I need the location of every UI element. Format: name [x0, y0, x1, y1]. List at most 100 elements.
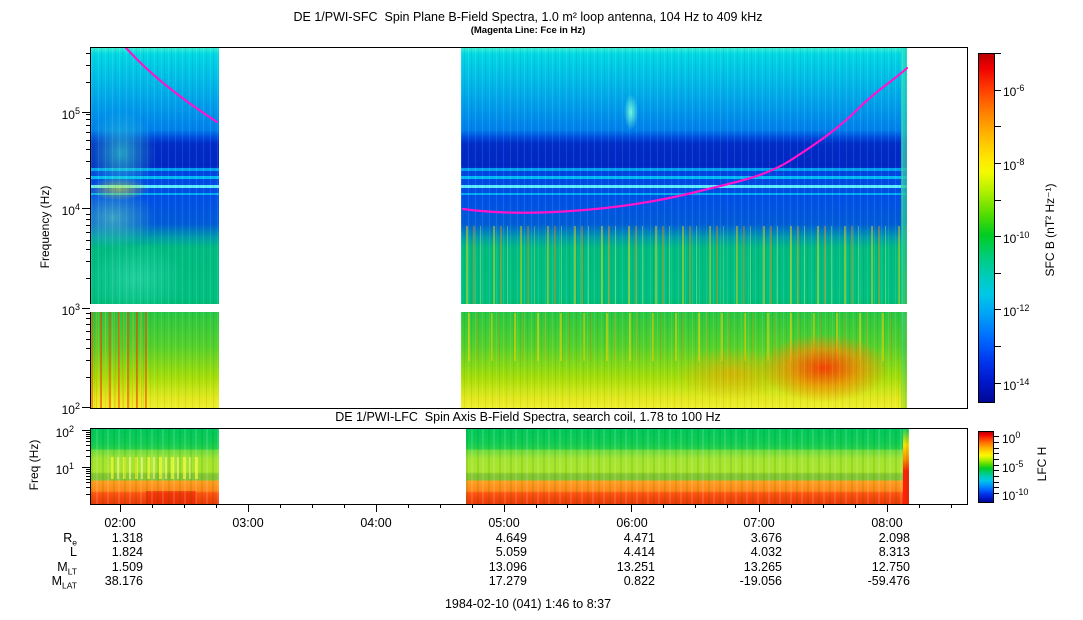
colorbar-tick-label: 10-10	[1003, 230, 1030, 246]
freq-major-tick	[82, 467, 90, 468]
time-minor-tick	[727, 504, 729, 508]
sfc-white-band	[90, 304, 966, 312]
colorbar-tick	[994, 53, 1001, 54]
time-minor-tick	[695, 504, 697, 508]
time-major-tick	[503, 504, 505, 512]
ephemeris-value: 2.098	[878, 531, 910, 545]
yellow-speckle-band	[111, 457, 201, 479]
chart-title: DE 1/PWI-SFC Spin Plane B-Field Spectra,…	[293, 10, 763, 24]
ephemeris-value: 5.059	[495, 545, 527, 559]
freq-minor-tick	[86, 377, 90, 379]
colorbar-tick	[993, 447, 999, 449]
time-minor-tick	[407, 504, 409, 508]
freq-minor-tick	[86, 438, 90, 440]
freq-minor-tick	[86, 139, 90, 141]
time-tick-label: 04:00	[360, 516, 392, 530]
time-minor-tick	[279, 504, 281, 508]
ephemeris-value: 1.824	[111, 545, 143, 559]
freq-minor-tick	[86, 161, 90, 163]
colorbar-tick	[993, 481, 999, 483]
ephemeris-value: -59.476	[867, 574, 910, 588]
time-major-tick	[120, 504, 121, 512]
freq-minor-tick	[86, 435, 90, 437]
time-minor-tick	[919, 504, 921, 508]
freq-tick-label: 102	[55, 424, 74, 440]
ephemeris-value: 3.676	[750, 531, 782, 545]
time-major-tick	[247, 504, 249, 512]
time-minor-tick	[855, 504, 857, 508]
colorbar-tick	[993, 436, 999, 438]
freq-minor-tick	[86, 261, 90, 263]
colorbar-tick-label: 10-12	[1003, 303, 1030, 319]
time-minor-tick	[215, 504, 217, 508]
lfc-title: DE 1/PWI-LFC Spin Axis B-Field Spectra, …	[335, 410, 721, 424]
colorbar-tick	[994, 309, 1001, 311]
time-minor-tick	[791, 504, 793, 508]
colorbar-tick	[993, 493, 999, 494]
colorbar-tick	[993, 453, 999, 455]
colorbar-tick	[994, 162, 1001, 164]
time-minor-tick	[439, 504, 441, 508]
ephemeris-value: 4.471	[623, 531, 655, 545]
ephemeris-row-label: Re	[63, 531, 77, 548]
freq-minor-tick	[86, 469, 90, 471]
colorbar-tick-label: 10-6	[1003, 83, 1025, 99]
freq-major-tick	[82, 407, 90, 408]
lfc-data-segment-2	[466, 429, 909, 504]
colorbar-tick	[994, 346, 1001, 348]
ephemeris-value: 38.176	[104, 574, 143, 588]
ephemeris-value: -19.056	[739, 574, 782, 588]
segment-edge-column	[903, 429, 909, 504]
freq-minor-tick	[86, 82, 90, 84]
freq-tick-label: 105	[61, 106, 80, 122]
freq-tick-label: 101	[55, 461, 74, 477]
time-major-tick	[887, 504, 889, 512]
freq-minor-tick	[86, 482, 90, 484]
red-patch	[146, 491, 196, 504]
ephemeris-value: 13.096	[488, 560, 527, 574]
sfc-spectrogram-panel	[90, 47, 968, 409]
freq-minor-tick	[86, 449, 90, 451]
freq-minor-tick	[86, 313, 90, 315]
freq-tick-label: 103	[61, 302, 80, 318]
colorbar-tick-label: 100	[1002, 430, 1021, 446]
low-freq-red-streaks	[91, 310, 149, 408]
freq-minor-tick	[86, 456, 90, 458]
colorbar-tick	[993, 458, 999, 460]
freq-major-tick	[82, 112, 90, 113]
segment-edge-column	[901, 48, 907, 408]
ephemeris-value: 0.822	[623, 574, 655, 588]
time-minor-tick	[183, 504, 185, 508]
colorbar-tick	[993, 470, 999, 472]
ephemeris-value: 13.251	[616, 560, 655, 574]
freq-tick-label: 104	[61, 202, 80, 218]
freq-minor-tick	[86, 444, 90, 446]
freq-minor-tick	[86, 248, 90, 250]
freq-minor-tick	[86, 330, 90, 332]
freq-minor-tick	[86, 278, 90, 280]
time-minor-tick	[471, 504, 473, 508]
time-major-tick	[375, 504, 377, 512]
freq-minor-tick	[86, 360, 90, 362]
red-emission-region	[759, 334, 889, 402]
colorbar-tick	[993, 487, 999, 489]
freq-minor-tick	[86, 219, 90, 221]
freq-minor-tick	[86, 114, 90, 116]
freq-tick-label: 102	[61, 401, 80, 417]
freq-minor-tick	[86, 214, 90, 216]
time-minor-tick	[311, 504, 313, 508]
ephemeris-row-label: MLT	[57, 560, 77, 577]
ephemeris-value: 4.414	[623, 545, 655, 559]
time-minor-tick	[567, 504, 569, 508]
ephemeris-value: 1.509	[111, 560, 143, 574]
freq-minor-tick	[86, 318, 90, 320]
spectral-noise-texture	[466, 429, 909, 504]
freq-minor-tick	[86, 347, 90, 349]
spectral-noise-texture	[91, 429, 219, 504]
freq-minor-tick	[86, 148, 90, 150]
time-tick-label: 03:00	[232, 516, 264, 530]
freq-minor-tick	[86, 487, 90, 489]
colorbar-tick	[994, 89, 1001, 91]
freq-minor-tick	[86, 473, 90, 475]
